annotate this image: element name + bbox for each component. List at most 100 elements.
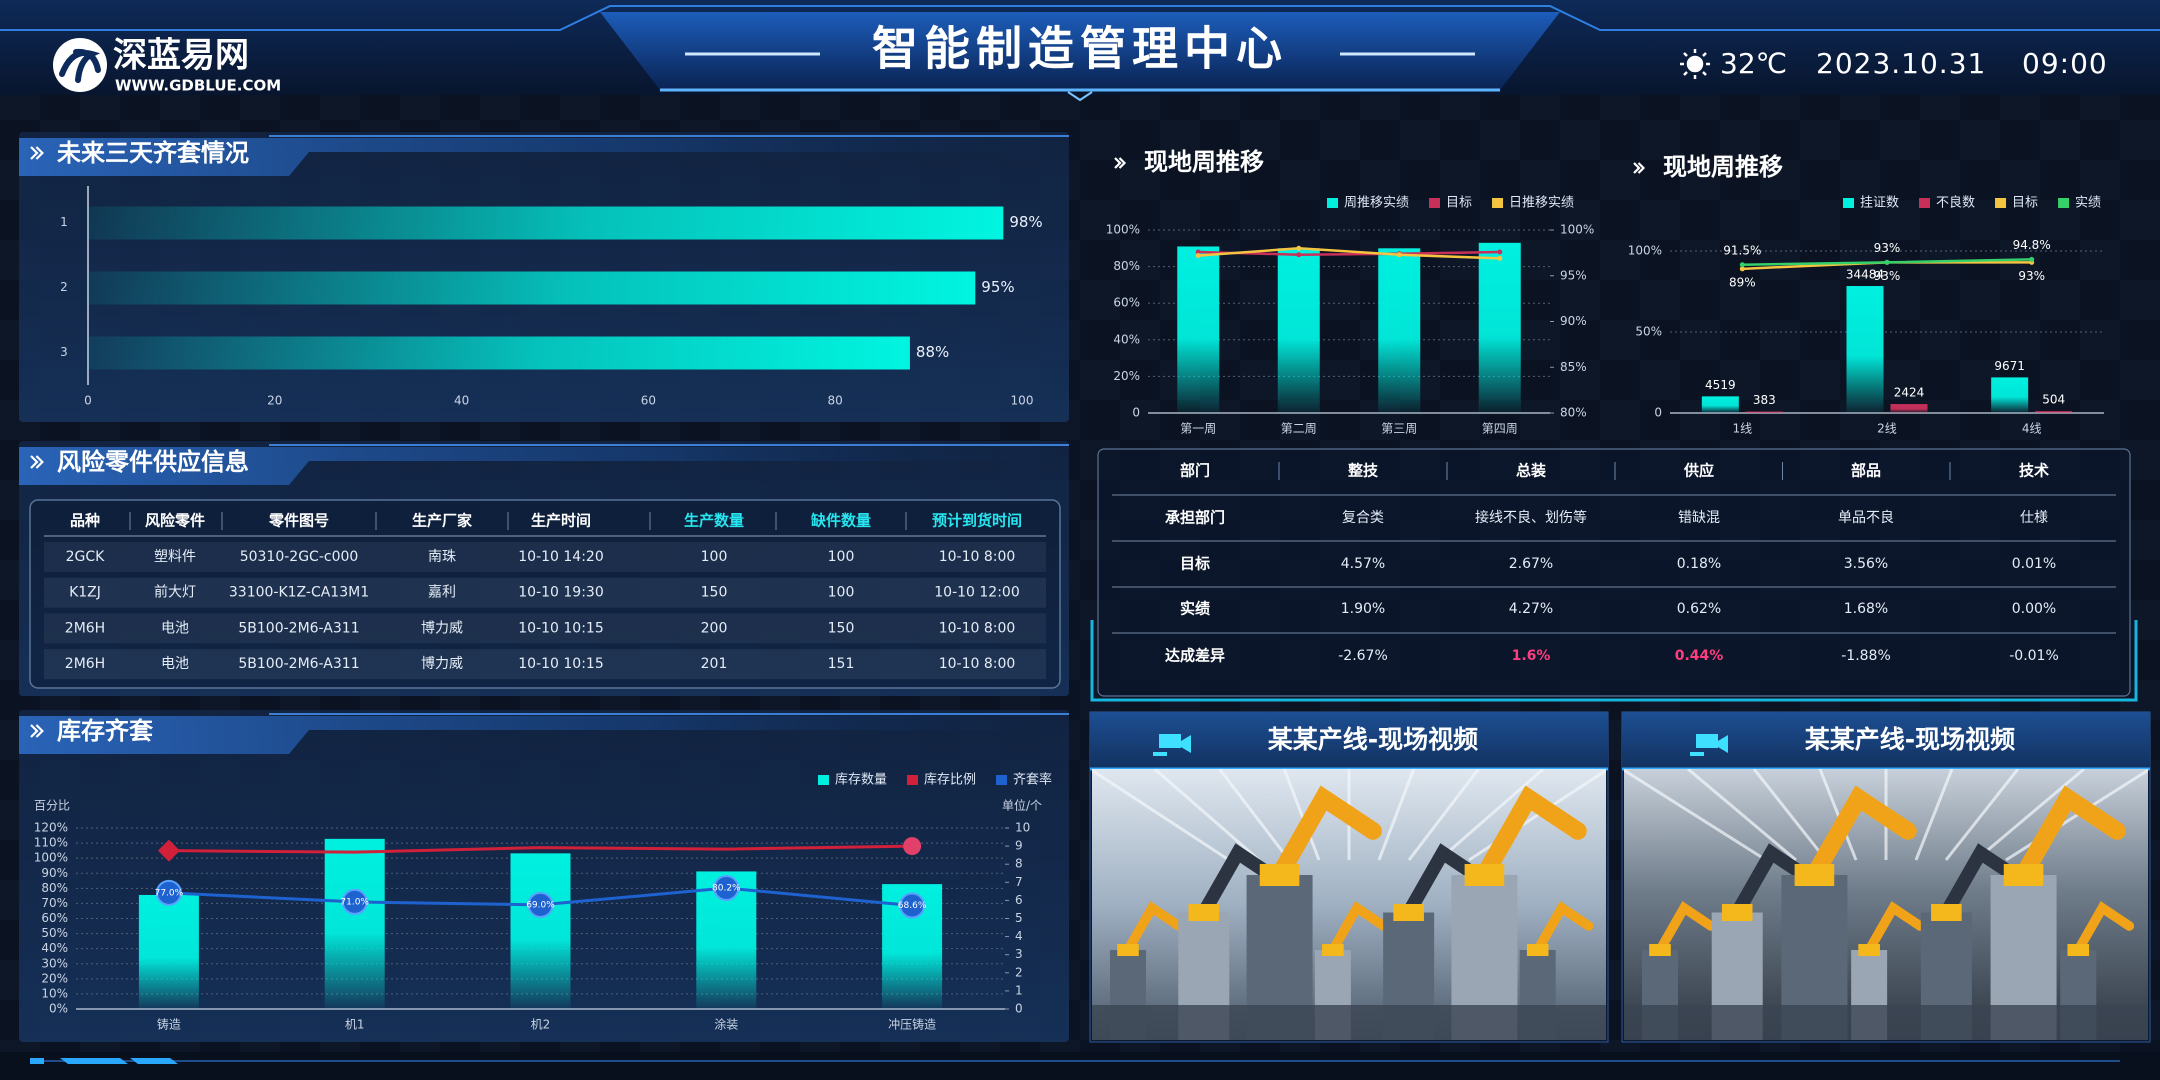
table-cell: 2M6H bbox=[65, 656, 105, 672]
table-cell: 2GCK bbox=[66, 549, 106, 565]
table-cell: 150 bbox=[701, 585, 728, 601]
logo-name: 深蓝易网 bbox=[113, 36, 249, 76]
ceiling-beam bbox=[1944, 769, 2020, 861]
bar bbox=[88, 336, 910, 370]
line-point bbox=[1884, 259, 1890, 265]
legend-swatch bbox=[996, 775, 1008, 785]
value-label: 95% bbox=[981, 278, 1014, 296]
table-cell: 4.57% bbox=[1341, 556, 1385, 572]
legend-swatch bbox=[1492, 198, 1504, 208]
y-tick-label: 10% bbox=[41, 986, 68, 1000]
y-tick-label: 50% bbox=[41, 926, 68, 940]
table-header: 风险零件 bbox=[145, 512, 205, 530]
video-frame bbox=[1624, 769, 2148, 1040]
x-tick-label: 机2 bbox=[531, 1018, 551, 1032]
table-cell: 2M6H bbox=[65, 620, 105, 636]
temperature: 32℃ bbox=[1720, 47, 1787, 80]
table-cell: 151 bbox=[828, 656, 855, 672]
table-cell: 接线不良、划伤等 bbox=[1475, 509, 1587, 526]
panel-title-bar bbox=[19, 138, 1069, 176]
robot-arm bbox=[1123, 901, 1184, 955]
table-cell: 1.68% bbox=[1844, 601, 1888, 617]
x-tick-label: 1线 bbox=[1733, 422, 1753, 436]
table-cell: 10-10 10:15 bbox=[518, 656, 603, 672]
legend-swatch bbox=[1843, 198, 1854, 208]
legend-label: 库存比例 bbox=[924, 772, 976, 788]
bar bbox=[1478, 242, 1521, 413]
table-cell: 博力威 bbox=[421, 655, 463, 672]
robot-base bbox=[1117, 944, 1139, 956]
weather-icon bbox=[1680, 49, 1710, 79]
legend-label: 目标 bbox=[1446, 196, 1472, 211]
legend-swatch bbox=[2058, 198, 2070, 208]
table-cell: 201 bbox=[701, 656, 728, 672]
bar-value-label: 2424 bbox=[1894, 386, 1925, 400]
table-cell: 电池 bbox=[161, 620, 189, 636]
x-tick-label: 2线 bbox=[1877, 422, 1897, 436]
table-cell: -2.67% bbox=[1338, 648, 1388, 664]
x-tick-label: 冲压铸造 bbox=[888, 1017, 936, 1032]
table-cell: 0.18% bbox=[1677, 556, 1721, 572]
y2-tick-label: 90% bbox=[1560, 314, 1587, 328]
table-header: 品种 bbox=[70, 512, 100, 530]
table-row bbox=[44, 542, 1046, 572]
bar bbox=[1177, 246, 1220, 413]
x-tick-label: 第一周 bbox=[1180, 422, 1216, 436]
y-tick-label: 20% bbox=[41, 971, 68, 985]
bar bbox=[1701, 396, 1739, 413]
line-point bbox=[1195, 253, 1201, 259]
table-cell: 10-10 10:15 bbox=[518, 620, 603, 636]
robot-base bbox=[1858, 944, 1880, 956]
table-cell: 单品不良 bbox=[1838, 510, 1894, 526]
table-cell: 33100-K1Z-CA13M1 bbox=[229, 585, 369, 601]
logo-url: WWW.GDBLUE.COM bbox=[115, 77, 281, 95]
table-cell: 4.27% bbox=[1509, 601, 1553, 617]
bar-value-label: 504 bbox=[2042, 393, 2065, 407]
y-tick-label: 110% bbox=[34, 836, 68, 850]
panel-title-bar bbox=[19, 447, 1069, 485]
robot-base bbox=[2067, 944, 2090, 956]
y2-tick-label: 2 bbox=[1015, 965, 1023, 979]
legend-label: 不良数 bbox=[1936, 195, 1975, 211]
robot-arm bbox=[1805, 785, 1917, 884]
bar bbox=[1378, 248, 1421, 413]
robot-arm bbox=[1270, 785, 1382, 884]
x-tick-label: 机1 bbox=[345, 1018, 365, 1032]
ceiling-beam bbox=[1975, 769, 2085, 862]
y-tick-label: 100% bbox=[34, 851, 68, 865]
x-tick-label: 80 bbox=[828, 394, 843, 408]
y2-axis-title: 单位/个 bbox=[1002, 798, 1042, 813]
y-tick-label: 50% bbox=[1635, 325, 1662, 339]
y2-tick-label: 9 bbox=[1015, 839, 1023, 853]
ceiling-beam bbox=[1092, 769, 1230, 862]
value-label: 98% bbox=[1009, 213, 1042, 231]
table-row bbox=[44, 649, 1046, 680]
x-tick-label: 20 bbox=[267, 394, 282, 408]
table-cell: -0.01% bbox=[2009, 648, 2059, 664]
x-tick-label: 4线 bbox=[2022, 422, 2042, 436]
table-cell: 1.6% bbox=[1512, 648, 1551, 664]
line-value-label: 77.0% bbox=[155, 888, 184, 898]
table-cell: 0.01% bbox=[2012, 556, 2056, 572]
title-icon bbox=[30, 724, 44, 738]
table-cell: 错缺混 bbox=[1678, 510, 1720, 526]
y-tick-label: 100% bbox=[1628, 244, 1662, 258]
legend-label: 日推移实绩 bbox=[1509, 196, 1574, 211]
line-point bbox=[903, 837, 922, 856]
ceiling-beam bbox=[1914, 769, 1954, 861]
line-point bbox=[1739, 266, 1745, 272]
table-cell: 达成差异 bbox=[1165, 647, 1225, 665]
line-value-label: 89% bbox=[1729, 275, 1756, 289]
line-point bbox=[157, 839, 180, 862]
table-cell: 0.44% bbox=[1675, 648, 1724, 664]
legend-swatch bbox=[1327, 198, 1338, 208]
line-point bbox=[1497, 255, 1503, 261]
legend-swatch bbox=[907, 775, 919, 785]
table-frame bbox=[1097, 448, 2131, 697]
footer-bar bbox=[0, 1052, 2160, 1080]
line-point bbox=[155, 879, 182, 906]
chart-title: 现地周推移 bbox=[1144, 148, 1264, 176]
table-cell: 0.00% bbox=[2012, 601, 2056, 617]
table-cell: 50310-2GC-c000 bbox=[240, 549, 359, 565]
table-row bbox=[44, 577, 1046, 608]
